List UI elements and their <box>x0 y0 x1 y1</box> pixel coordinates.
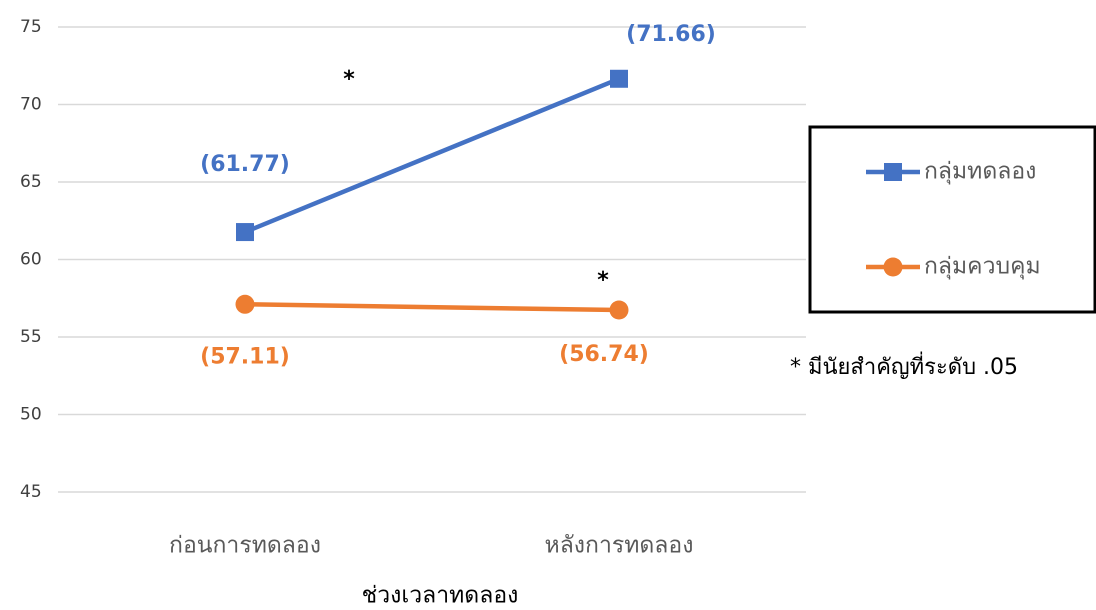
legend-marker <box>883 257 903 277</box>
y-tick-label: 65 <box>20 172 42 192</box>
data-label: (57.11) <box>200 344 290 369</box>
data-label: (56.74) <box>559 342 649 367</box>
y-tick-label: 50 <box>20 405 42 425</box>
y-tick-label: 60 <box>20 250 42 270</box>
legend-marker <box>884 163 902 181</box>
x-tick-label: หลังการทดลอง <box>545 533 694 559</box>
data-point <box>609 300 629 320</box>
data-point <box>236 223 254 242</box>
legend-label: กลุ่มควบคุม <box>924 254 1041 280</box>
annotation: * <box>343 67 355 92</box>
legend-box <box>808 125 1096 314</box>
series-line <box>244 76 620 235</box>
x-axis-title: ช่วงเวลาทดลอง <box>362 583 519 609</box>
data-label: (61.77) <box>200 152 290 177</box>
data-point <box>235 294 255 314</box>
annotation: * มีนัยสำคัญที่ระดับ .05 <box>790 351 1018 380</box>
annotation: * <box>597 268 609 293</box>
legend-label: กลุ่มทดลอง <box>924 159 1036 185</box>
series-line <box>244 302 620 313</box>
y-tick-label: 75 <box>20 17 42 37</box>
x-tick-label: ก่อนการทดลอง <box>169 533 321 559</box>
y-tick-label: 45 <box>20 482 42 502</box>
y-tick-label: 70 <box>20 95 42 115</box>
y-tick-label: 55 <box>20 327 42 347</box>
data-label: (71.66) <box>626 22 716 47</box>
data-point <box>610 69 628 88</box>
